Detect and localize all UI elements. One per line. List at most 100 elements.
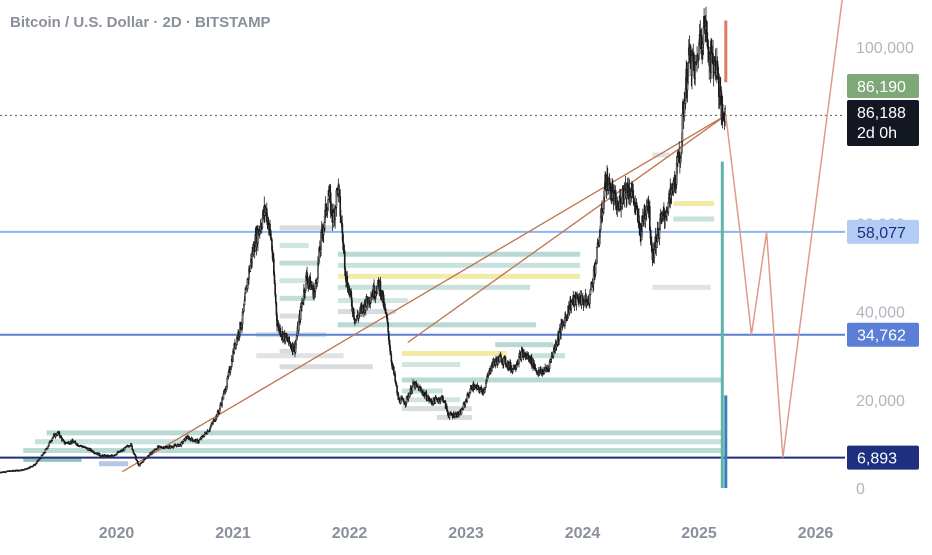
chart-title: Bitcoin / U.S. Dollar · 2D · BITSTAMP	[10, 14, 271, 31]
volume-profile-bar	[337, 322, 536, 328]
candle-body	[717, 73, 720, 98]
volume-profile-bar	[337, 309, 397, 315]
candle-body	[498, 356, 500, 362]
volume-profile-bar	[99, 461, 129, 467]
candle-body	[691, 54, 693, 76]
vertical-marker-bar	[724, 395, 728, 488]
candle-body	[632, 190, 635, 198]
y-axis-tick-label: 0	[856, 481, 865, 498]
volume-profile-bar	[279, 225, 333, 231]
volume-profile-bar	[673, 201, 715, 207]
volume-profile-bar	[401, 377, 723, 383]
candle-body	[608, 178, 611, 185]
candle-body	[130, 443, 133, 447]
vertical-marker-bar	[720, 161, 724, 488]
candle-body	[370, 297, 372, 303]
candle-body	[558, 332, 561, 341]
last-price-tag-background	[847, 74, 919, 98]
volume-profile-bar	[279, 364, 373, 370]
price-label-level-2-background	[847, 322, 919, 347]
x-axis-tick-label: 2026	[798, 525, 834, 542]
x-axis-tick-label: 2020	[99, 525, 135, 542]
candle-body	[387, 322, 389, 333]
volume-profile-bar	[34, 439, 723, 445]
candle-body	[594, 263, 597, 275]
candle-body	[244, 289, 247, 294]
candle-body	[243, 304, 245, 312]
candle-body	[353, 316, 356, 320]
volume-profile-bar	[279, 295, 315, 301]
price-label-level-2: 34,762	[857, 328, 906, 345]
candle-body	[717, 67, 719, 75]
volume-profile-bar	[337, 251, 581, 257]
x-axis-tick-label: 2024	[565, 525, 601, 542]
candle-body	[596, 247, 598, 264]
volume-profile-bar	[530, 353, 566, 359]
volume-profile-bar	[279, 348, 294, 354]
volume-profile-bar	[279, 278, 306, 284]
candle-body	[658, 229, 661, 239]
candle-body	[481, 388, 483, 393]
candle-body	[484, 382, 487, 388]
volume-profile-bar	[23, 448, 723, 454]
candle-body	[229, 369, 232, 373]
candle-body	[580, 295, 583, 306]
volume-profile-bar	[23, 456, 82, 462]
candle-body	[327, 199, 329, 211]
x-axis-tick-label: 2023	[448, 525, 484, 542]
x-axis-tick-label: 2025	[681, 525, 717, 542]
candle-body	[344, 268, 347, 277]
candle-body	[689, 46, 692, 69]
volume-profile-bar	[401, 350, 507, 356]
candle-body	[243, 300, 246, 306]
volume-profile-bar	[279, 242, 309, 248]
trend-line	[121, 114, 727, 473]
trend-line	[407, 114, 727, 343]
volume-profile-bar	[337, 298, 408, 304]
candle-body	[288, 336, 290, 343]
candle-body	[599, 216, 602, 231]
last-price-label: 86,190	[857, 79, 906, 96]
volume-profile-bar	[337, 273, 581, 279]
volume-profile-bar	[337, 262, 581, 268]
candle-body	[455, 412, 458, 417]
volume-profile-bar	[652, 284, 711, 290]
volume-profile-bar	[401, 362, 461, 368]
candle-body	[332, 212, 335, 222]
candle-body	[529, 355, 531, 363]
price-label-level-3-background	[847, 445, 919, 470]
candle-body	[667, 201, 670, 213]
candle-body	[681, 113, 684, 143]
crosshair-price-tag-background	[847, 100, 919, 146]
candle-body	[564, 317, 566, 326]
candle-body	[393, 366, 395, 374]
candle-body	[601, 211, 604, 217]
vertical-marker-bar	[724, 20, 728, 83]
y-axis-tick-label: 100,000	[856, 40, 914, 57]
volume-profile-bar	[652, 152, 670, 158]
volume-profile-bar	[279, 260, 321, 266]
volume-profile-bar	[46, 430, 723, 436]
candle-body	[706, 31, 709, 47]
y-axis-tick-label: 40,000	[856, 305, 905, 322]
candle-body	[274, 294, 277, 304]
candle-body	[338, 184, 340, 191]
price-label-level-1-background	[847, 219, 919, 244]
candle-body	[279, 327, 282, 336]
candle-body	[702, 27, 705, 45]
price-label-level-3: 6,893	[857, 451, 897, 468]
x-axis-tick-label: 2022	[332, 525, 368, 542]
candle-body	[314, 283, 317, 292]
volume-profile-bar	[673, 216, 715, 222]
x-axis-tick-label: 2021	[215, 525, 251, 542]
candle-body	[479, 389, 481, 392]
candle-body	[131, 445, 133, 450]
crosshair-price-label: 86,188	[857, 105, 906, 122]
projection-path	[725, 0, 843, 458]
candle-body	[377, 279, 380, 284]
price-label-level-1: 58,077	[857, 225, 906, 242]
candle-body	[384, 303, 386, 309]
crosshair-time-label: 2d 0h	[857, 125, 897, 142]
